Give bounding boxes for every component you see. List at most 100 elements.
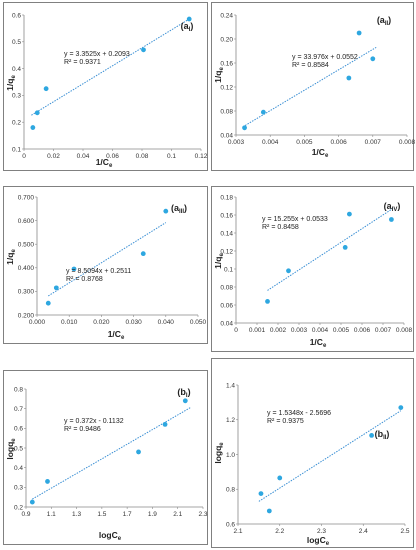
y-axis-label: 1/qe — [213, 67, 225, 83]
x-tick-label: 0.050 — [190, 319, 207, 326]
y-tick-label: 0.08 — [220, 108, 233, 115]
x-tick-label: 2.3 — [317, 528, 326, 535]
data-point — [277, 475, 283, 481]
x-tick-label: 0.08 — [136, 153, 149, 160]
data-point — [71, 266, 77, 272]
x-tick-label: 0.003 — [228, 139, 245, 146]
x-tick-label: 2.1 — [233, 528, 242, 535]
y-axis-label: 1/qe — [5, 75, 17, 91]
x-tick-label: 0 — [234, 327, 238, 334]
chart-svg-a3: 0.000 0.010 0.020 0.030 0.040 0.050 0.200 0.300… — [5, 194, 207, 341]
chart-svg-a1: 0 0.02 0.04 0.06 0.08 0.1 0.12 0.1 0.2 0.3 0.4 0.5 0… — [5, 12, 208, 169]
chart-panel-a2: 0.003 0.004 0.005 0.006 0.007 0.008 0.04 0.08 0.… — [211, 2, 416, 171]
r-squared: R² = 0.8768 — [66, 276, 103, 283]
x-tick-label: 0.003 — [291, 327, 308, 334]
x-tick-label: 1.1 — [47, 511, 56, 518]
x-axis-label: logCe — [307, 535, 330, 547]
data-point — [45, 479, 50, 484]
y-tick-label: 0.4 — [12, 66, 21, 73]
x-tick-label: 0.008 — [396, 327, 413, 334]
data-point — [286, 268, 291, 274]
trendline — [267, 207, 394, 291]
data-point — [186, 16, 192, 22]
data-point — [136, 449, 141, 455]
data-point — [346, 75, 352, 81]
x-tick-label: 0.005 — [296, 139, 313, 146]
data-point — [342, 245, 348, 250]
y-tick-label: 0.200 — [18, 312, 35, 319]
data-point — [182, 398, 188, 404]
y-tick-label: 0.14 — [220, 230, 233, 237]
x-tick-label: 0.001 — [249, 327, 266, 334]
y-tick-label: 0.3 — [14, 485, 23, 492]
y-tick-label: 1.0 — [226, 452, 235, 459]
x-tick-label: 2.5 — [400, 528, 409, 535]
x-tick-label: 0.006 — [354, 327, 371, 334]
y-tick-label: 0.04 — [220, 132, 233, 139]
data-point — [370, 56, 376, 62]
x-tick-label: 0 — [22, 153, 26, 160]
y-tick-label: 0.04 — [220, 320, 233, 327]
y-tick-label: 0.6 — [226, 521, 235, 528]
y-tick-label: 0.5 — [12, 39, 21, 46]
trend-equation: y = 3.3525x + 0.2093 — [64, 51, 130, 58]
data-point — [162, 422, 168, 427]
x-tick-label: 1.3 — [72, 511, 81, 518]
x-tick-label: 0.005 — [333, 327, 350, 334]
x-tick-label: 0.1 — [167, 153, 176, 160]
data-point — [242, 125, 247, 131]
x-tick-label: 2.1 — [173, 511, 182, 518]
trend-equation: y = 8.5094x + 0.2511 — [66, 268, 131, 275]
y-tick-label: 0.8 — [14, 386, 23, 393]
data-point — [29, 499, 35, 505]
panel-label: (aIV) — [384, 201, 401, 213]
y-tick-label: 0.600 — [18, 218, 35, 225]
y-tick-label: 0.12 — [220, 84, 233, 91]
y-tick-label: 0.3 — [12, 93, 21, 100]
data-point — [43, 86, 49, 92]
y-tick-label: 0.6 — [14, 426, 23, 433]
y-tick-label: 1.4 — [226, 382, 235, 389]
data-point — [140, 251, 146, 257]
x-tick-label: 0.004 — [312, 327, 329, 334]
y-tick-label: 1.2 — [226, 417, 235, 424]
data-point — [34, 110, 40, 116]
x-tick-label: 0.9 — [21, 511, 30, 518]
x-tick-label: 2.3 — [198, 511, 207, 518]
chart-panel-a1: 0 0.02 0.04 0.06 0.08 0.1 0.12 0.1 0.2 0.3 0.4 0.5 0… — [3, 2, 208, 171]
data-point — [389, 217, 394, 222]
panel-label: (bII) — [375, 429, 390, 441]
data-point — [347, 211, 352, 217]
y-tick-label: 0.12 — [220, 248, 233, 255]
y-tick-label: 0.700 — [18, 194, 35, 201]
data-point — [369, 432, 374, 438]
data-point — [260, 109, 266, 115]
x-axis-label: 1/Ce — [312, 147, 329, 159]
x-tick-label: 0.12 — [195, 153, 208, 160]
y-tick-label: 0.8 — [226, 487, 235, 494]
y-axis-label: logqe — [213, 442, 225, 464]
chart-svg-a4: 0 0.001 0.002 0.003 0.004 0.005 0.006 0.007 0.00… — [213, 194, 413, 349]
data-point — [356, 30, 362, 36]
chart-panel-a4: 0 0.001 0.002 0.003 0.004 0.005 0.006 0.007 0.00… — [211, 186, 414, 352]
y-tick-label: 0.1 — [224, 266, 233, 273]
trendline — [258, 410, 402, 502]
x-tick-label: 0.002 — [270, 327, 287, 334]
x-tick-label: 0.02 — [47, 153, 60, 160]
chart-panel-a3: 0.000 0.010 0.020 0.030 0.040 0.050 0.200 0.300… — [3, 186, 208, 344]
x-tick-label: 2.2 — [275, 528, 284, 535]
trendline — [31, 17, 191, 116]
y-tick-label: 0.7 — [14, 406, 23, 413]
x-axis-label: logCe — [99, 530, 122, 542]
y-axis-label: 1/qe — [213, 253, 225, 269]
trendline — [48, 222, 167, 297]
y-axis-label: 1/qe — [5, 249, 17, 265]
x-axis-label: 1/Ce — [310, 337, 327, 349]
trend-equation: y = 1.5348x - 2.5696 — [267, 410, 331, 417]
y-tick-label: 0.2 — [12, 120, 21, 127]
y-tick-label: 0.5 — [14, 445, 23, 452]
y-tick-label: 0.24 — [220, 12, 233, 19]
x-tick-label: 0.020 — [93, 319, 110, 326]
x-tick-label: 1.9 — [148, 511, 157, 518]
y-tick-label: 0.1 — [12, 146, 21, 153]
